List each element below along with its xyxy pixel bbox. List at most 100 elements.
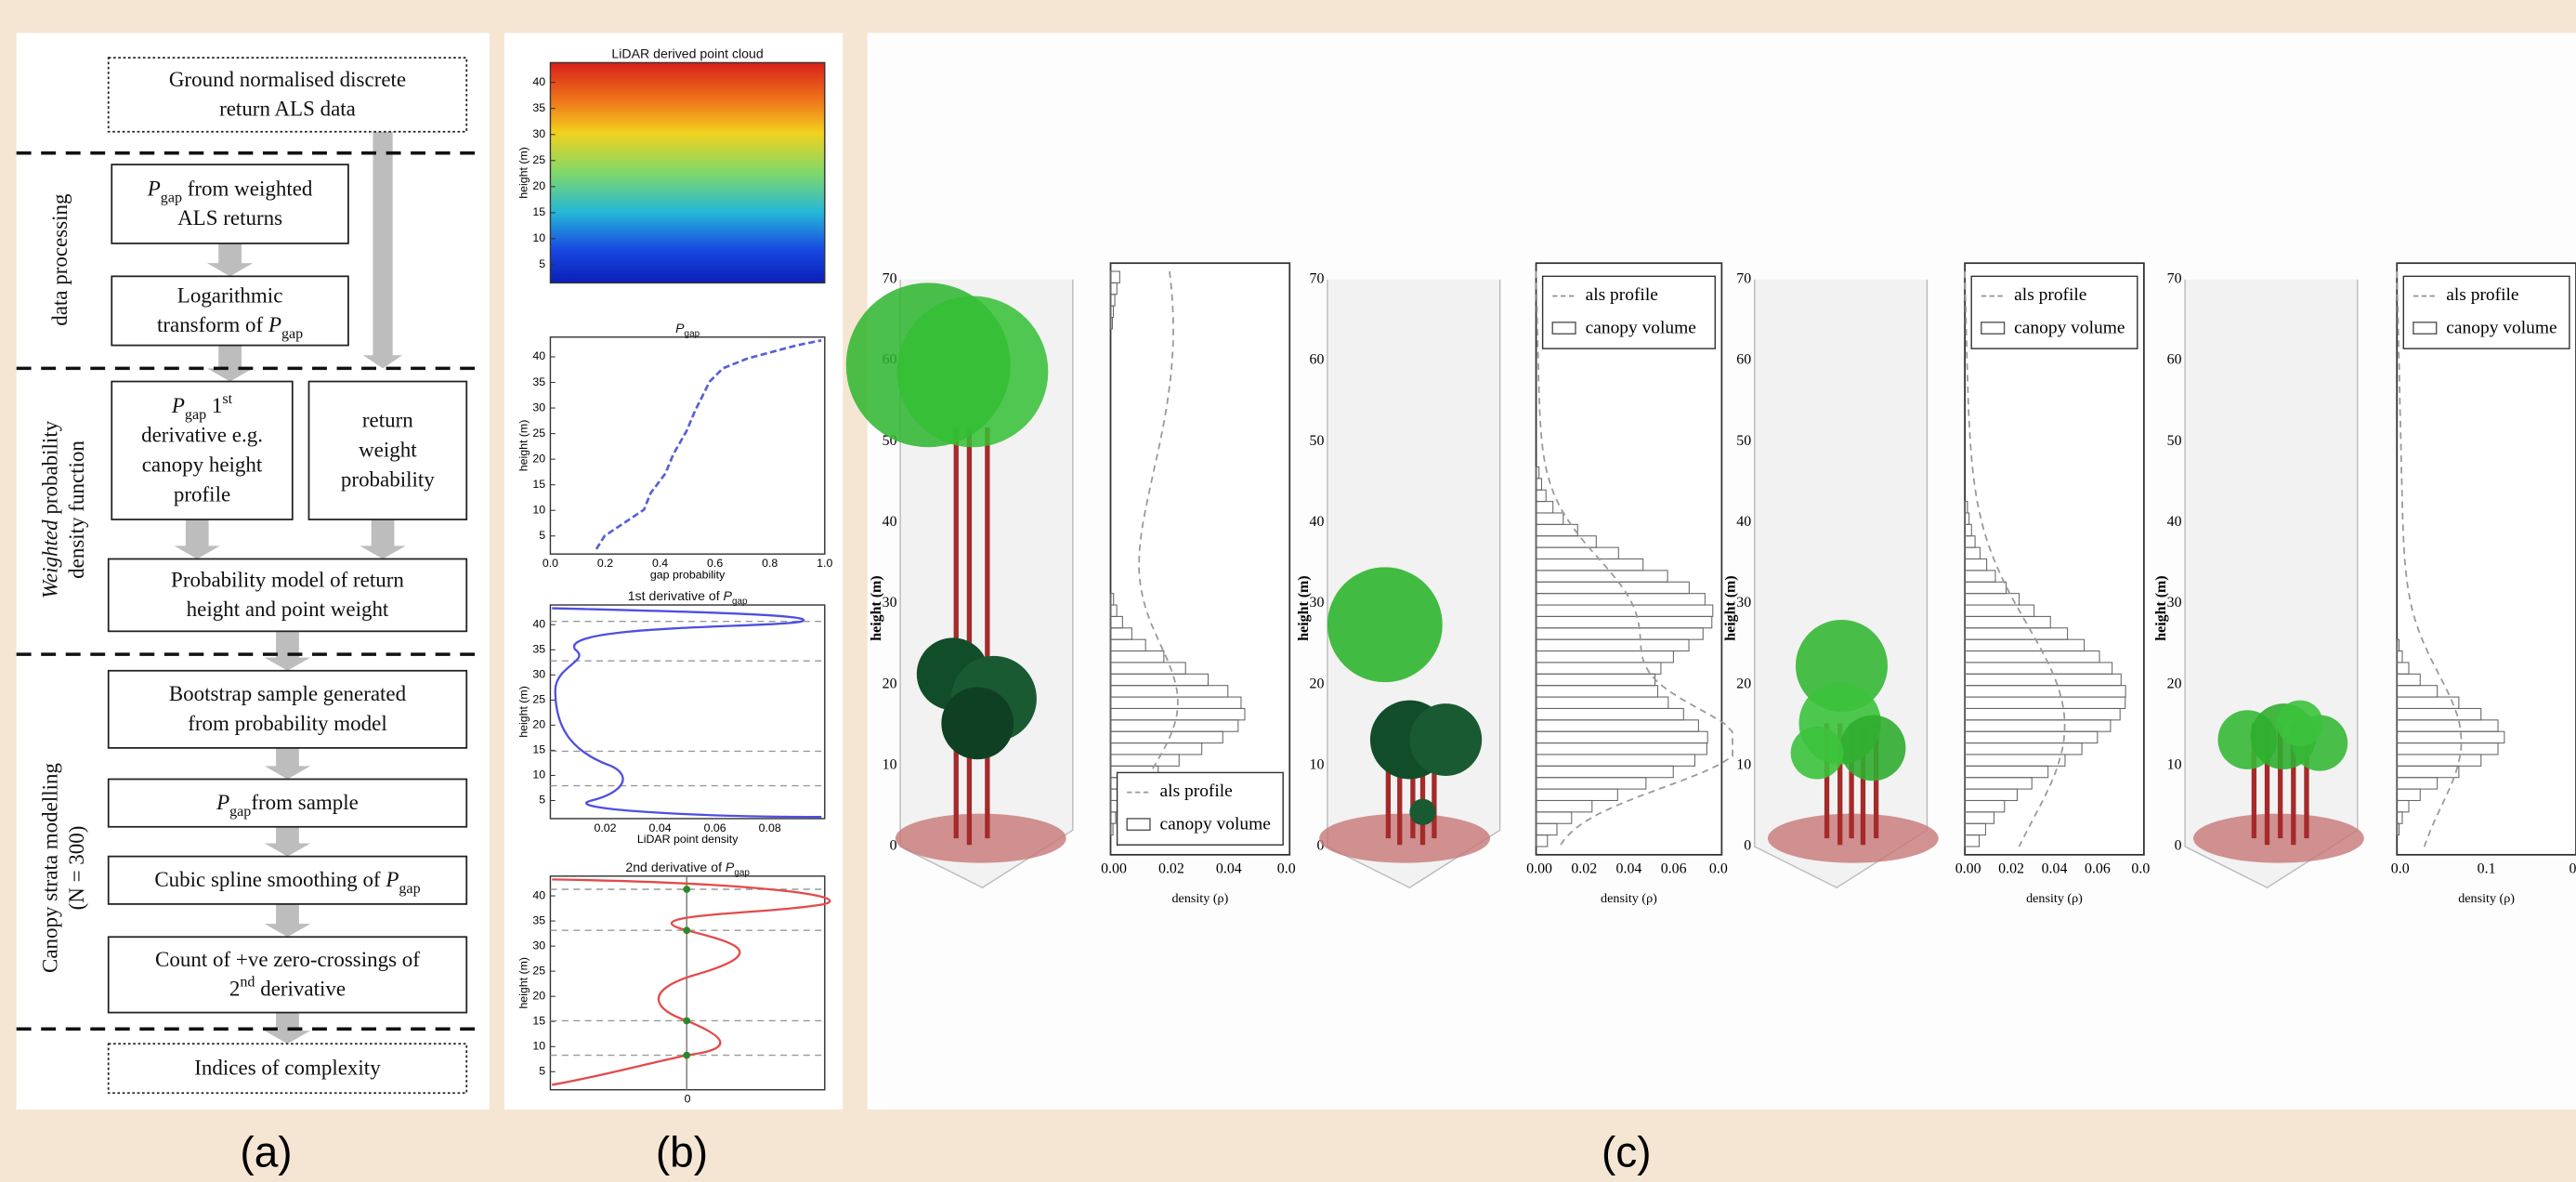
- y-axis-label: height (m): [1296, 575, 1312, 640]
- y-tick-label: 10: [532, 503, 545, 516]
- legend-label: als profile: [2446, 285, 2518, 305]
- text-run: from sample: [251, 791, 359, 814]
- flow-box-text-line: canopy height: [142, 453, 263, 477]
- flow-box-text: Logarithmictransform of Pgap: [157, 284, 303, 343]
- y-axis-label: height (m): [2153, 575, 2169, 640]
- text-run: Logarithmic: [177, 284, 283, 308]
- y-tick-label: 30: [2167, 595, 2182, 611]
- y-tick-label: 0: [2175, 838, 2182, 854]
- section-label-line: data processing: [48, 193, 72, 326]
- legend-label: canopy volume: [1160, 814, 1271, 834]
- y-tick-label: 40: [532, 75, 545, 88]
- x-tick-label: 0.00: [1526, 860, 1552, 876]
- x-tick-label: 0.8: [762, 557, 778, 570]
- y-tick-label: 25: [532, 153, 545, 166]
- x-tick-label: 0.0: [2131, 860, 2150, 876]
- legend-label: canopy volume: [2014, 318, 2125, 337]
- text-run: Cubic spline smoothing of: [154, 868, 386, 891]
- flow-box-text-line: Bootstrap sample generated: [169, 682, 407, 705]
- y-tick-label: 20: [1310, 676, 1325, 691]
- flow-box-text-line: derivative e.g.: [141, 424, 263, 447]
- x-tick-label: 0.06: [1661, 860, 1687, 876]
- text-run: Probability model of return: [171, 569, 404, 592]
- y-axis-label: height (m): [517, 957, 530, 1009]
- text-run: 2nd derivative of: [625, 860, 726, 874]
- crown: [1327, 567, 1443, 682]
- y-tick-label: 40: [883, 514, 897, 530]
- text-run: from probability model: [188, 712, 386, 735]
- flow-box-text-line: Count of +ve zero-crossings of: [155, 948, 420, 971]
- crown: [1409, 799, 1435, 825]
- text-run: ALS returns: [177, 206, 282, 230]
- x-tick-label: 0.06: [2085, 860, 2111, 876]
- text-run: weight: [359, 439, 417, 462]
- plot-base: [896, 814, 1066, 863]
- y-tick-label: 25: [532, 427, 545, 440]
- text-run: derivative: [255, 978, 346, 1001]
- flow-box-text-line: Indices of complexity: [194, 1057, 381, 1080]
- flow-box-text-line: Logarithmic: [177, 284, 283, 308]
- y-tick-label: 30: [532, 939, 545, 952]
- section-label-line: density function: [65, 440, 88, 579]
- text-italic: P: [268, 313, 281, 336]
- text-sub: gap: [734, 868, 750, 878]
- crown: [1791, 727, 1844, 780]
- x-axis-label: density (ρ): [2458, 891, 2515, 906]
- text-sup: nd: [240, 975, 255, 991]
- y-tick-label: 35: [532, 913, 545, 926]
- x-tick-label: 0.2: [597, 557, 613, 570]
- legend-swatch: [2413, 322, 2437, 334]
- y-tick-label: 0: [1744, 838, 1751, 854]
- y-tick-label: 10: [532, 1040, 545, 1053]
- zero-crossing: [683, 1018, 690, 1025]
- x-tick-label: 0.0: [543, 557, 558, 570]
- text-sub: gap: [185, 407, 206, 423]
- zero-crossing: [683, 1052, 690, 1059]
- text-sub: gap: [161, 190, 182, 206]
- y-tick-label: 20: [532, 452, 545, 465]
- y-tick-label: 30: [883, 595, 897, 611]
- text-italic: P: [385, 868, 399, 891]
- section-label-line: Weighted probability: [39, 420, 62, 598]
- y-tick-label: 10: [532, 231, 545, 244]
- text-run: Indices of complexity: [194, 1057, 381, 1080]
- y-tick-label: 15: [532, 478, 545, 491]
- x-tick-label: 0.00: [1955, 860, 1981, 876]
- x-tick-label: 0.0: [1709, 860, 1728, 876]
- y-tick-label: 15: [532, 1014, 545, 1027]
- y-tick-label: 50: [1310, 433, 1325, 449]
- flow-box-text-line: Probability model of return: [171, 569, 404, 592]
- y-tick-label: 10: [883, 756, 897, 772]
- text-italic: Weighted: [39, 519, 62, 598]
- y-tick-label: 15: [532, 205, 545, 218]
- page: {"panel_a":{"label":"(a)", "boxes":[ {"l…: [0, 0, 2576, 1182]
- text-run: data processing: [48, 193, 72, 326]
- x-tick-label: 0: [685, 1093, 691, 1106]
- text-run: (N = 300): [65, 826, 88, 911]
- y-tick-label: 40: [532, 618, 545, 631]
- y-tick-label: 60: [2167, 352, 2182, 368]
- y-tick-label: 35: [532, 101, 545, 114]
- text-run: Count of +ve zero-crossings of: [155, 948, 420, 971]
- y-axis-label: height (m): [517, 147, 530, 199]
- text-run: Canopy strata modelling: [39, 763, 62, 973]
- y-tick-label: 35: [532, 643, 545, 656]
- y-tick-label: 5: [539, 257, 545, 270]
- y-tick-label: 15: [532, 743, 545, 756]
- text-run: Bootstrap sample generated: [169, 682, 407, 705]
- y-tick-label: 30: [1736, 595, 1751, 611]
- x-axis-label: density (ρ): [2026, 891, 2083, 906]
- x-tick-label: 0.02: [1998, 860, 2024, 876]
- text-sup: st: [222, 391, 232, 407]
- x-tick-label: 0.00: [1101, 860, 1127, 876]
- y-tick-label: 20: [1736, 676, 1751, 691]
- text-run: return: [362, 409, 413, 432]
- y-tick-label: 5: [539, 1065, 545, 1078]
- y-tick-label: 40: [532, 888, 545, 901]
- y-tick-label: 20: [532, 179, 545, 192]
- text-run: 2: [229, 978, 241, 1001]
- text-sub: gap: [281, 326, 303, 342]
- y-tick-label: 70: [2167, 271, 2182, 287]
- y-tick-label: 20: [532, 718, 545, 731]
- x-axis-label: density (ρ): [1601, 891, 1657, 906]
